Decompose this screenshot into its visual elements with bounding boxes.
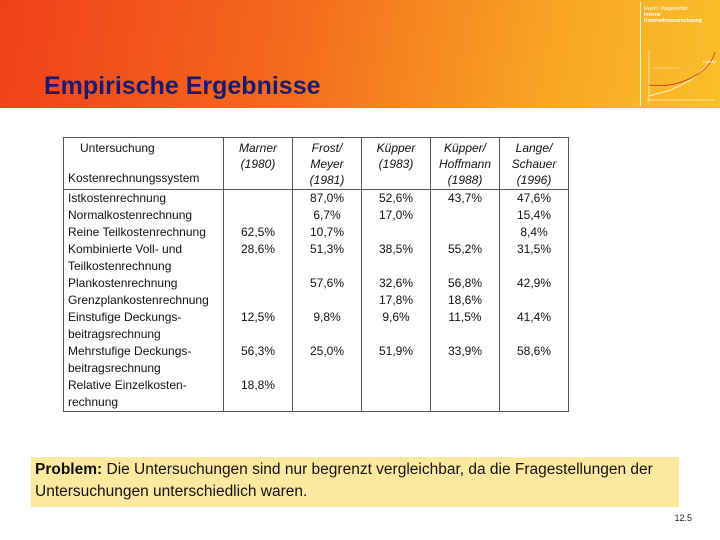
table-cell: 52,6% [361,189,431,207]
logo-title-2: Unternehmensrechnung [644,18,702,24]
results-table: Untersuchung Kostenrechnungssystem Marne… [63,137,569,412]
table-cell: 55,2% [430,241,500,275]
table-corner: Untersuchung Kostenrechnungssystem [63,137,224,190]
column-header: Lange/Schauer (1996) [499,137,569,190]
table-cell: 11,5% [430,309,500,343]
header-banner: Empirische Ergebnisse Ewert / Wagenhofer… [0,0,720,108]
row-label: Reine Teilkostenrechnung [63,224,224,241]
problem-note: Problem: Die Untersuchungen sind nur beg… [31,457,679,507]
table-cell: 87,0% [292,189,362,207]
table-cell: 18,8% [223,377,293,412]
page-title: Empirische Ergebnisse [44,72,321,100]
row-label: Relative Einzelkosten-rechnung [63,377,224,412]
table-row: Einstufige Deckungs-beitragsrechnung 12,5… [63,309,569,343]
table-header-row: Untersuchung Kostenrechnungssystem Marne… [63,137,569,190]
problem-text: Die Untersuchungen sind nur begrenzt ver… [35,461,653,500]
table-cell: 51,9% [361,343,431,377]
table-cell: 58,6% [499,343,569,377]
book-logo: Ewert / Wagenhofer Interne Unternehmensr… [640,2,719,106]
table-cell: 6,7% [292,207,362,224]
table-body: Istkostenrechnung 87,0% 52,6% 43,7% 47,6% Nor… [63,189,569,412]
table-cell [223,189,293,207]
table-cell: 15,4% [499,207,569,224]
row-label: Grenzplankostenrechnung [63,292,224,309]
row-label: Mehrstufige Deckungs-beitragsrechnung [63,343,224,377]
table-cell [223,275,293,292]
logo-graph-note: Fußnote [703,60,717,64]
table-cell [430,207,500,224]
table-cell: 10,7% [292,224,362,241]
logo-authors: Ewert / Wagenhofer [644,6,689,12]
table-cell: 51,3% [292,241,362,275]
table-cell: 57,6% [292,275,362,292]
table-row: Kombinierte Voll- und Teilkostenrechnung… [63,241,569,275]
logo-title-1: Interne [644,12,661,18]
table-cell [430,224,500,241]
table-cell: 47,6% [499,189,569,207]
table-cell [499,292,569,309]
column-header: Küpper/Hoffmann (1988) [430,137,500,190]
corner-untersuchung: Untersuchung [80,141,155,155]
table-cell [223,207,293,224]
table-cell [292,377,362,412]
page-number: 12.5 [674,513,692,523]
table-cell [499,377,569,412]
table-cell: 8,4% [499,224,569,241]
table-row: Relative Einzelkosten-rechnung 18,8% [63,377,569,412]
table-cell: 33,9% [430,343,500,377]
table-cell [292,292,362,309]
table-cell: 18,6% [430,292,500,309]
table-row: Reine Teilkostenrechnung 62,5% 10,7% 8,4% [63,224,569,241]
column-header: Marner (1980) [223,137,293,190]
table-cell [361,224,431,241]
row-label: Einstufige Deckungs-beitragsrechnung [63,309,224,343]
table-cell [223,292,293,309]
column-header: Küpper (1983) [361,137,431,190]
table-cell: 9,6% [361,309,431,343]
table-row: Istkostenrechnung 87,0% 52,6% 43,7% 47,6% [63,189,569,207]
table-cell: 62,5% [223,224,293,241]
table-cell: 31,5% [499,241,569,275]
table-row: Normalkostenrechnung 6,7% 17,0% 15,4% [63,207,569,224]
logo-text: Ewert / Wagenhofer Interne Unternehmensr… [644,6,702,24]
table-cell: 38,5% [361,241,431,275]
row-label: Istkostenrechnung [63,189,224,207]
row-label: Kombinierte Voll- und Teilkostenrechnung [63,241,224,275]
row-label: Normalkostenrechnung [63,207,224,224]
table-cell: 28,6% [223,241,293,275]
problem-label: Problem: [35,461,103,478]
column-header: Frost/Meyer (1981) [292,137,362,190]
table-cell: 56,3% [223,343,293,377]
table-cell [361,377,431,412]
table-cell: 17,0% [361,207,431,224]
table-cell [430,377,500,412]
table-cell: 56,8% [430,275,500,292]
table-row: Mehrstufige Deckungs-beitragsrechnung 56,… [63,343,569,377]
table-cell: 32,6% [361,275,431,292]
corner-kostenrechnungssystem: Kostenrechnungssystem [68,171,200,185]
table-cell: 41,4% [499,309,569,343]
table-row: Plankostenrechnung 57,6% 32,6% 56,8% 42,9% [63,275,569,292]
table-cell: 43,7% [430,189,500,207]
logo-graph-icon [647,50,716,102]
table-cell: 42,9% [499,275,569,292]
table-cell: 9,8% [292,309,362,343]
table-row: Grenzplankostenrechnung 17,8% 18,6% [63,292,569,309]
table-cell: 12,5% [223,309,293,343]
table-cell: 25,0% [292,343,362,377]
row-label: Plankostenrechnung [63,275,224,292]
table-cell: 17,8% [361,292,431,309]
